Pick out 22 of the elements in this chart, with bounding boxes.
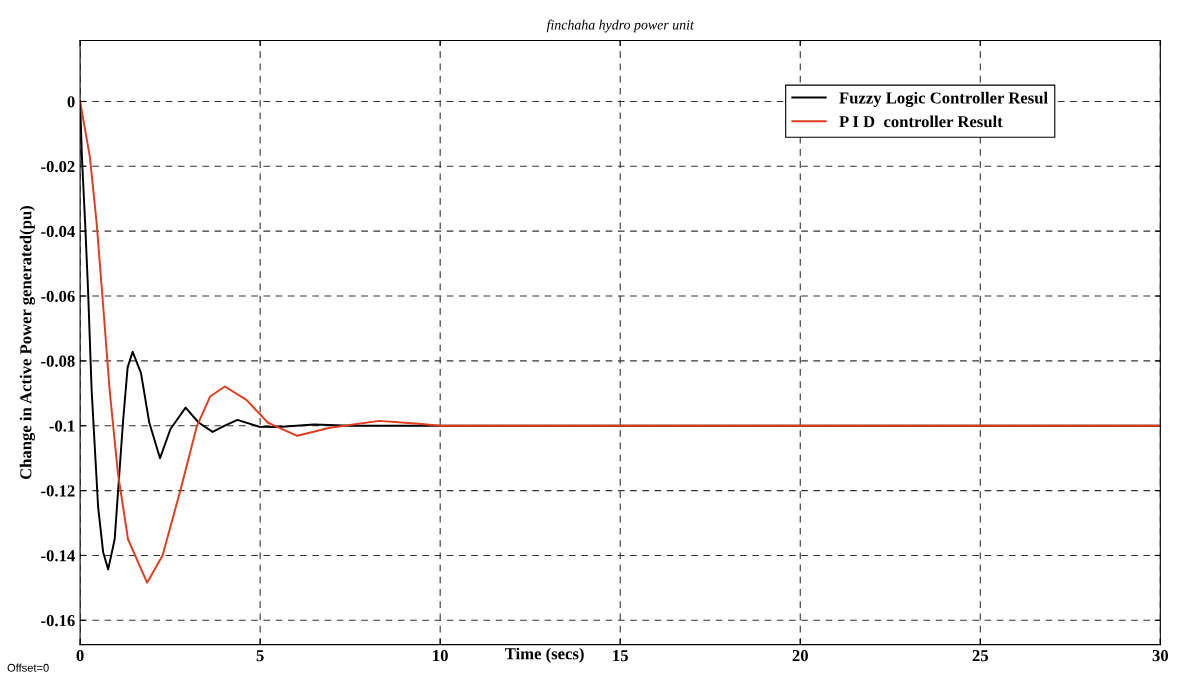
y-tick-label: -0.02 <box>41 161 75 173</box>
y-tick-label: -0.16 <box>41 615 75 627</box>
x-tick-label: 20 <box>792 649 808 662</box>
legend-label: P I D controller Result <box>839 115 1003 128</box>
legend-label: Fuzzy Logic Controller Resul <box>839 91 1048 108</box>
x-tick-label: 10 <box>433 649 448 662</box>
x-tick-label: 30 <box>1152 649 1169 662</box>
y-tick-label: -0.04 <box>41 225 75 238</box>
y-tick-label: -0.12 <box>41 485 75 497</box>
y-tick-label: -0.1 <box>49 420 75 432</box>
y-axis-title: Change in Active Power generated(pu) <box>19 205 35 480</box>
chart-title: finchaha hydro power unit <box>546 19 695 33</box>
x-tick-label: 5 <box>256 650 264 662</box>
y-tick-label: -0.06 <box>41 290 75 303</box>
y-tick-label: -0.08 <box>41 355 75 367</box>
y-tick-label: 0 <box>67 96 75 108</box>
x-tick-label: 25 <box>972 650 989 662</box>
x-axis-title: Time (secs) <box>504 647 584 663</box>
y-tick-label: -0.14 <box>41 550 75 562</box>
x-tick-label: 15 <box>613 650 628 662</box>
text: Offset=0 <box>7 663 49 672</box>
x-tick-label: 0 <box>76 649 84 662</box>
